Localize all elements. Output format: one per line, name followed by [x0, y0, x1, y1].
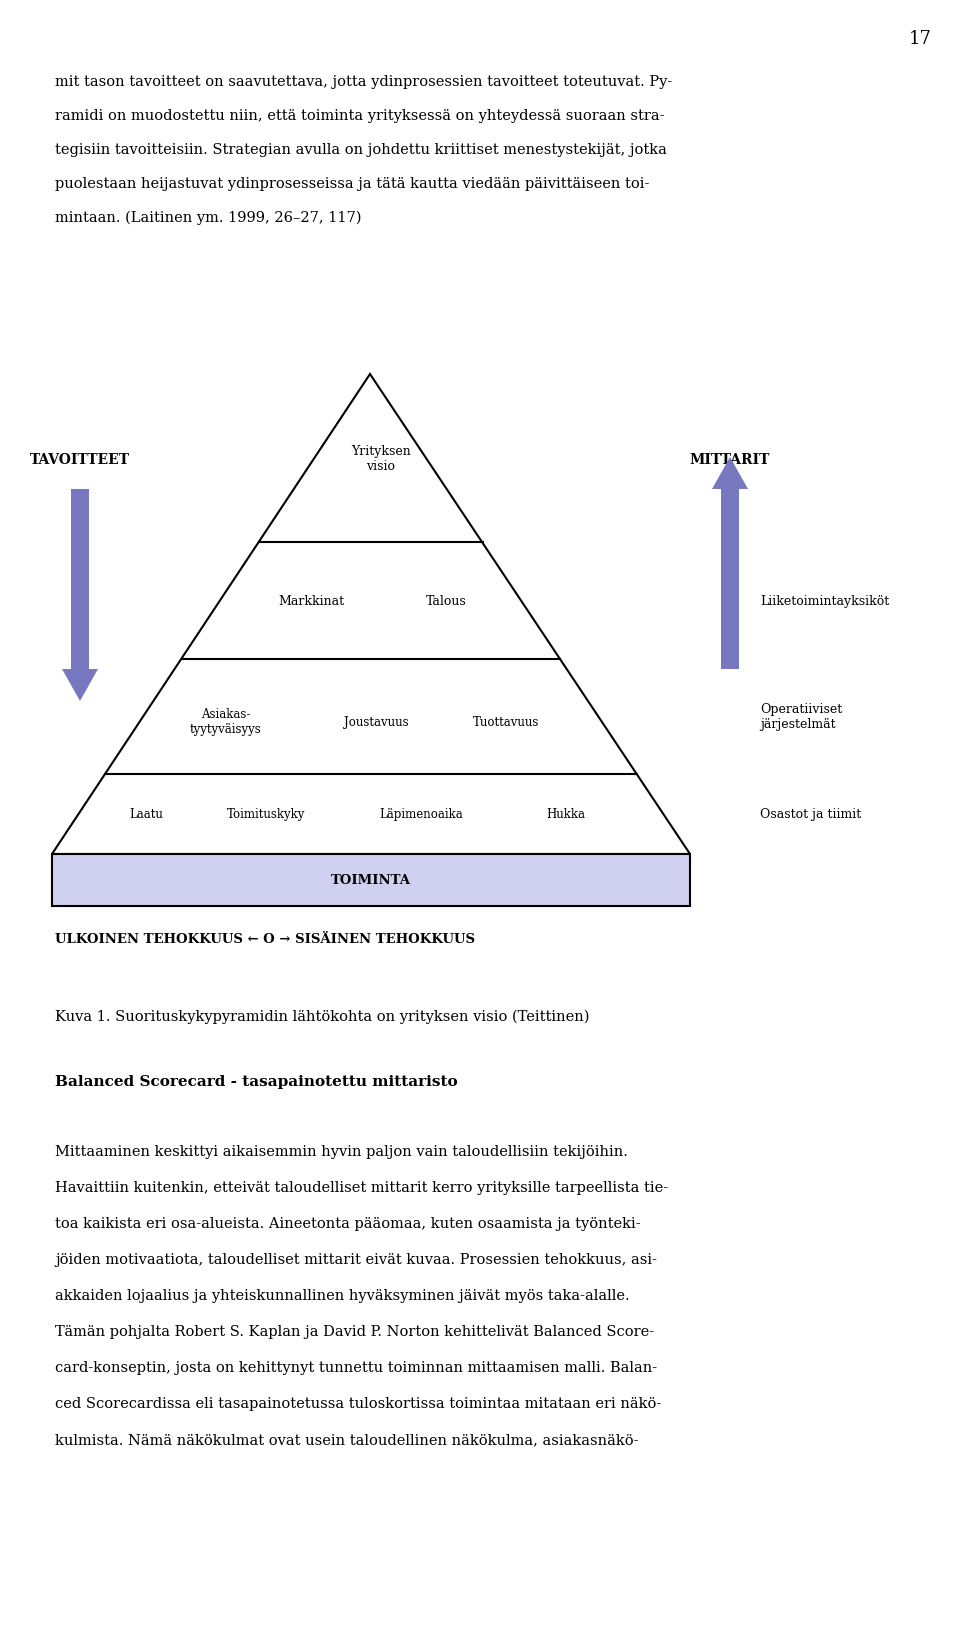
Text: MITTARIT: MITTARIT — [690, 453, 770, 466]
Text: TOIMINTA: TOIMINTA — [331, 873, 411, 887]
Text: card-konseptin, josta on kehittynyt tunnettu toiminnan mittaamisen malli. Balan-: card-konseptin, josta on kehittynyt tunn… — [55, 1360, 658, 1374]
Text: Toimituskyky: Toimituskyky — [227, 808, 305, 821]
Text: Laatu: Laatu — [129, 808, 163, 821]
Bar — [52, 854, 690, 906]
Text: ramidi on muodostettu niin, että toiminta yrityksessä on yhteydessä suoraan stra: ramidi on muodostettu niin, että toimint… — [55, 109, 664, 124]
Text: Havaittiin kuitenkin, etteivät taloudelliset mittarit kerro yrityksille tarpeell: Havaittiin kuitenkin, etteivät taloudell… — [55, 1180, 668, 1195]
Polygon shape — [712, 458, 748, 489]
Bar — [721, 489, 739, 669]
Text: toa kaikista eri osa-alueista. Aineetonta pääomaa, kuten osaamista ja työnteki-: toa kaikista eri osa-alueista. Aineetont… — [55, 1216, 640, 1231]
Text: Asiakas-
tyytyväisyys: Asiakas- tyytyväisyys — [190, 709, 262, 737]
Text: Hukka: Hukka — [546, 808, 586, 821]
Text: puolestaan heijastuvat ydinprosesseissa ja tätä kautta viedään päivittäiseen toi: puolestaan heijastuvat ydinprosesseissa … — [55, 176, 649, 191]
Text: ULKOINEN TEHOKKUUS ← O → SISÄINEN TEHOKKUUS: ULKOINEN TEHOKKUUS ← O → SISÄINEN TEHOKK… — [55, 933, 475, 946]
Bar — [71, 489, 89, 669]
Text: Balanced Scorecard - tasapainotettu mittaristo: Balanced Scorecard - tasapainotettu mitt… — [55, 1074, 458, 1088]
Text: Kuva 1. Suorituskykypyramidin lähtökohta on yrityksen visio (Teittinen): Kuva 1. Suorituskykypyramidin lähtökohta… — [55, 1009, 589, 1023]
Text: Tuottavuus: Tuottavuus — [473, 715, 540, 728]
Text: Yrityksen
visio: Yrityksen visio — [351, 445, 411, 473]
Text: Mittaaminen keskittyi aikaisemmin hyvin paljon vain taloudellisiin tekijöihin.: Mittaaminen keskittyi aikaisemmin hyvin … — [55, 1144, 628, 1159]
Text: Talous: Talous — [425, 595, 467, 608]
Text: tegisiin tavoitteisiin. Strategian avulla on johdettu kriittiset menestystekijät: tegisiin tavoitteisiin. Strategian avull… — [55, 143, 667, 157]
Text: Osastot ja tiimit: Osastot ja tiimit — [760, 808, 861, 821]
Text: Läpimenoaika: Läpimenoaika — [379, 808, 463, 821]
Text: 17: 17 — [908, 30, 931, 48]
Text: jöiden motivaatiota, taloudelliset mittarit eivät kuvaa. Prosessien tehokkuus, a: jöiden motivaatiota, taloudelliset mitta… — [55, 1252, 657, 1266]
Text: akkaiden lojaalius ja yhteiskunnallinen hyväksyminen jäivät myös taka-alalle.: akkaiden lojaalius ja yhteiskunnallinen … — [55, 1289, 630, 1302]
Text: Joustavuus: Joustavuus — [344, 715, 408, 728]
Text: Operatiiviset
järjestelmät: Operatiiviset järjestelmät — [760, 704, 842, 732]
Text: Tämän pohjalta Robert S. Kaplan ja David P. Norton kehittelivät Balanced Score-: Tämän pohjalta Robert S. Kaplan ja David… — [55, 1325, 654, 1338]
Text: ced Scorecardissa eli tasapainotetussa tuloskortissa toimintaa mitataan eri näkö: ced Scorecardissa eli tasapainotetussa t… — [55, 1396, 661, 1411]
Text: Liiketoimintayksiköt: Liiketoimintayksiköt — [760, 595, 889, 608]
Polygon shape — [62, 669, 98, 702]
Text: TAVOITTEET: TAVOITTEET — [30, 453, 130, 466]
Text: Markkinat: Markkinat — [278, 595, 344, 608]
Text: mit tason tavoitteet on saavutettava, jotta ydinprosessien tavoitteet toteutuvat: mit tason tavoitteet on saavutettava, jo… — [55, 74, 672, 89]
Text: mintaan. (Laitinen ym. 1999, 26–27, 117): mintaan. (Laitinen ym. 1999, 26–27, 117) — [55, 211, 362, 226]
Text: kulmista. Nämä näkökulmat ovat usein taloudellinen näkökulma, asiakasnäkö-: kulmista. Nämä näkökulmat ovat usein tal… — [55, 1432, 638, 1447]
